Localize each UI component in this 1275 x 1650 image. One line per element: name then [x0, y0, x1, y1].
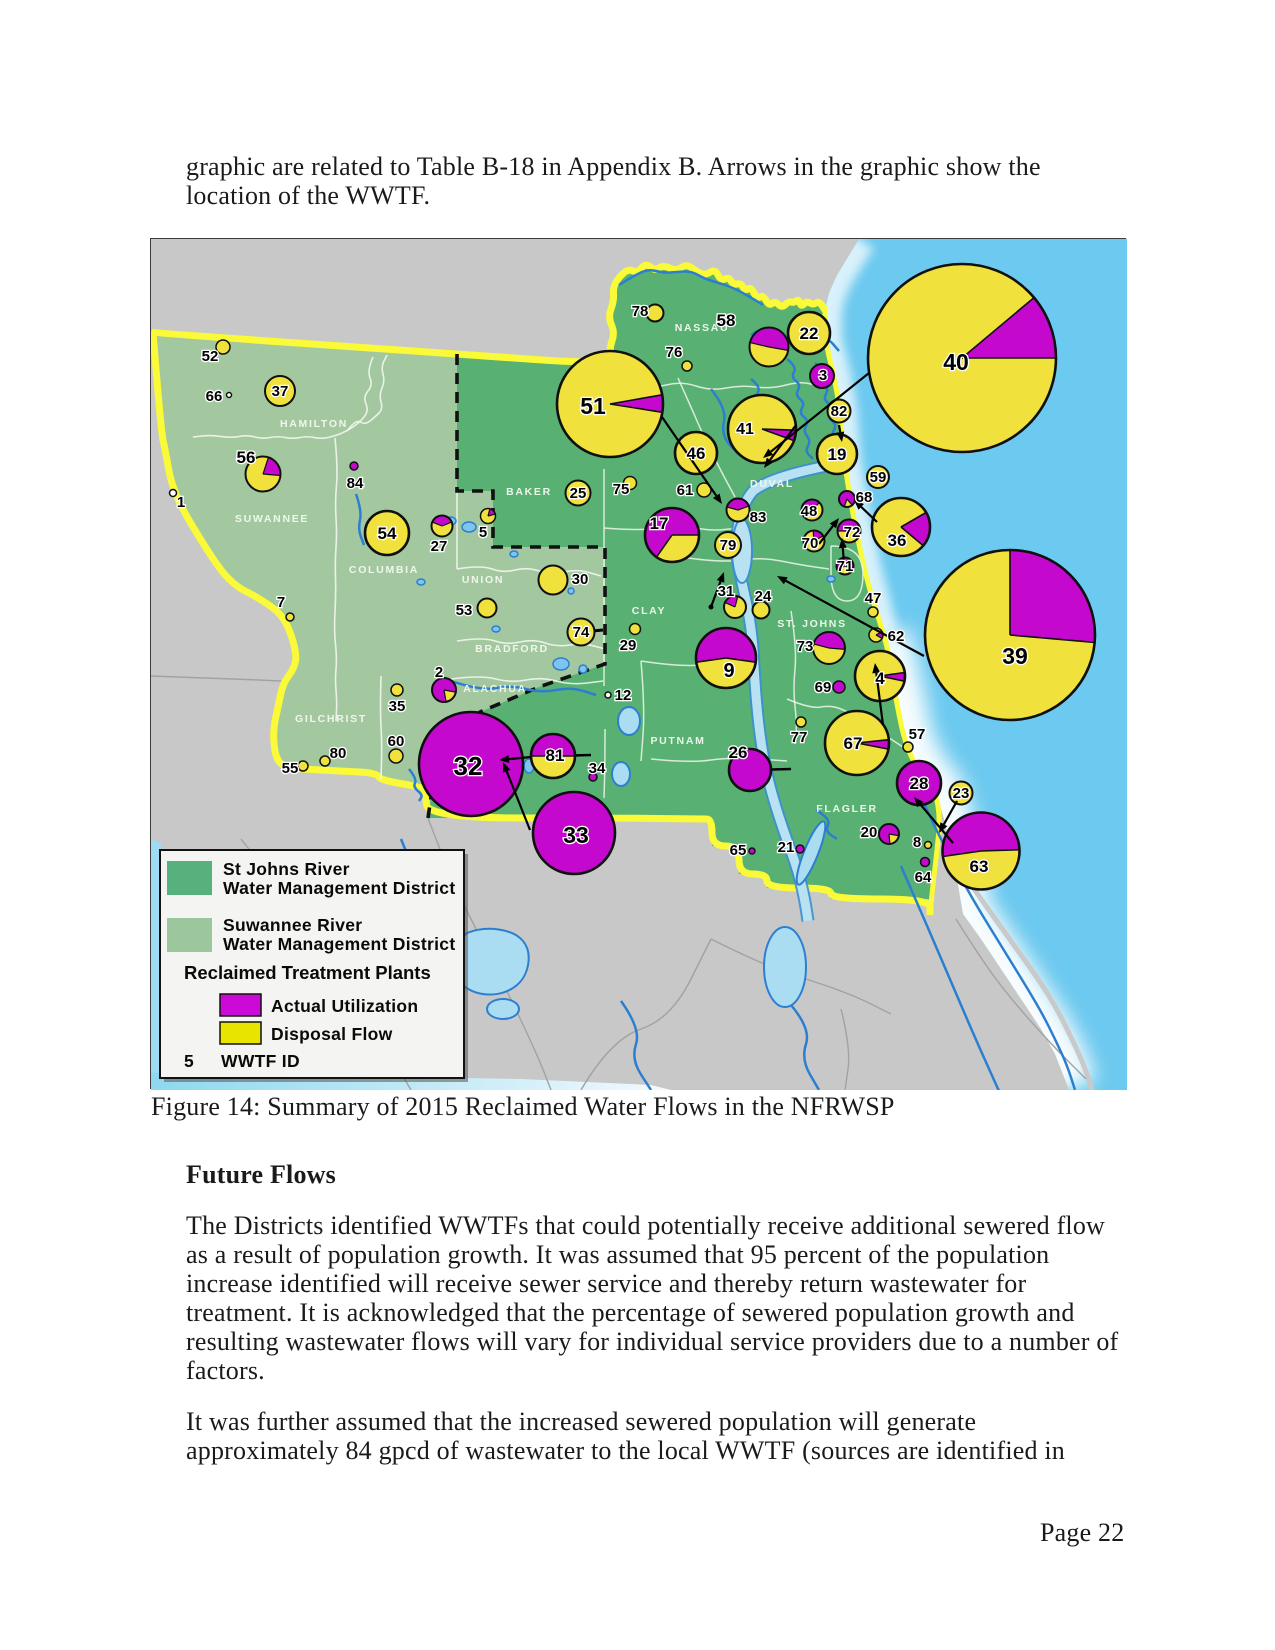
svg-text:63: 63 [970, 857, 989, 876]
svg-text:61: 61 [677, 482, 694, 499]
svg-text:7: 7 [277, 594, 285, 611]
svg-text:81: 81 [546, 746, 565, 765]
svg-text:1: 1 [177, 494, 185, 511]
svg-text:65: 65 [730, 842, 747, 859]
svg-text:59: 59 [870, 469, 887, 486]
svg-text:SUWANNEE: SUWANNEE [235, 513, 309, 525]
svg-text:UNION: UNION [462, 574, 504, 586]
svg-text:FLAGLER: FLAGLER [816, 803, 877, 815]
svg-text:32: 32 [454, 751, 483, 781]
svg-text:20: 20 [861, 824, 878, 841]
svg-text:COLUMBIA: COLUMBIA [349, 564, 419, 576]
svg-text:Water Management District: Water Management District [223, 878, 455, 898]
svg-text:68: 68 [856, 489, 873, 506]
svg-text:69: 69 [815, 679, 832, 696]
svg-text:BAKER: BAKER [506, 486, 552, 498]
svg-text:Water Management District: Water Management District [223, 934, 455, 954]
svg-text:57: 57 [909, 726, 926, 743]
svg-text:5: 5 [479, 524, 487, 541]
svg-text:26: 26 [729, 743, 748, 762]
svg-text:56: 56 [237, 448, 256, 467]
svg-text:GILCHRIST: GILCHRIST [295, 713, 367, 725]
svg-text:30: 30 [572, 571, 589, 588]
svg-text:76: 76 [666, 344, 683, 361]
svg-text:52: 52 [202, 348, 219, 365]
svg-text:41: 41 [736, 421, 754, 438]
svg-text:31: 31 [718, 583, 735, 600]
svg-text:51: 51 [580, 393, 606, 419]
svg-text:27: 27 [431, 538, 448, 555]
svg-text:80: 80 [330, 745, 347, 762]
svg-text:83: 83 [750, 509, 767, 526]
svg-text:22: 22 [800, 324, 819, 343]
svg-text:60: 60 [388, 733, 405, 750]
svg-text:Suwannee River: Suwannee River [223, 915, 362, 935]
svg-text:75: 75 [613, 481, 630, 498]
svg-text:DUVAL: DUVAL [750, 478, 794, 490]
svg-text:84: 84 [347, 475, 364, 492]
svg-text:4: 4 [875, 669, 885, 688]
svg-text:3: 3 [819, 367, 827, 384]
svg-text:17: 17 [650, 514, 669, 533]
svg-text:23: 23 [953, 785, 970, 802]
svg-text:2: 2 [435, 664, 443, 681]
svg-text:36: 36 [888, 531, 907, 550]
svg-text:72: 72 [844, 524, 861, 541]
svg-text:25: 25 [570, 485, 587, 502]
svg-text:40: 40 [943, 349, 969, 375]
svg-text:73: 73 [797, 638, 814, 655]
svg-text:8: 8 [913, 834, 921, 851]
svg-text:48: 48 [801, 503, 818, 520]
svg-text:Disposal Flow: Disposal Flow [271, 1024, 393, 1044]
svg-text:47: 47 [865, 590, 882, 607]
svg-text:66: 66 [206, 388, 223, 405]
svg-text:82: 82 [831, 403, 848, 420]
svg-text:St Johns River: St Johns River [223, 859, 350, 879]
svg-text:34: 34 [589, 760, 606, 777]
svg-text:28: 28 [910, 774, 929, 793]
svg-text:53: 53 [456, 602, 473, 619]
svg-text:67: 67 [844, 734, 863, 753]
svg-text:5: 5 [184, 1051, 194, 1071]
svg-text:37: 37 [272, 383, 289, 400]
svg-text:Reclaimed Treatment Plants: Reclaimed Treatment Plants [184, 962, 431, 983]
svg-text:74: 74 [573, 624, 590, 641]
svg-text:77: 77 [791, 729, 808, 746]
svg-text:64: 64 [915, 869, 932, 886]
svg-text:BRADFORD: BRADFORD [475, 643, 549, 655]
svg-text:WWTF ID: WWTF ID [221, 1051, 300, 1071]
svg-text:54: 54 [378, 524, 397, 543]
svg-text:79: 79 [720, 537, 737, 554]
svg-text:19: 19 [828, 445, 847, 464]
svg-text:ST. JOHNS: ST. JOHNS [777, 618, 847, 630]
svg-text:46: 46 [687, 444, 706, 463]
svg-text:62: 62 [888, 628, 905, 645]
svg-text:33: 33 [563, 822, 589, 848]
svg-text:12: 12 [615, 687, 632, 704]
svg-text:55: 55 [282, 760, 299, 777]
svg-text:29: 29 [620, 637, 637, 654]
svg-text:35: 35 [389, 698, 406, 715]
svg-text:70: 70 [802, 535, 819, 552]
svg-text:HAMILTON: HAMILTON [280, 418, 348, 430]
svg-text:78: 78 [632, 303, 649, 320]
svg-text:9: 9 [723, 660, 734, 682]
svg-text:21: 21 [778, 839, 795, 856]
svg-text:39: 39 [1002, 643, 1028, 669]
svg-text:58: 58 [717, 311, 736, 330]
svg-text:CLAY: CLAY [632, 605, 666, 617]
svg-text:NASSAU: NASSAU [675, 322, 730, 334]
svg-text:24: 24 [755, 588, 772, 605]
svg-text:Actual Utilization: Actual Utilization [271, 996, 418, 1016]
svg-text:71: 71 [837, 558, 854, 575]
svg-text:ALACHUA: ALACHUA [463, 683, 527, 695]
svg-text:PUTNAM: PUTNAM [650, 735, 705, 747]
